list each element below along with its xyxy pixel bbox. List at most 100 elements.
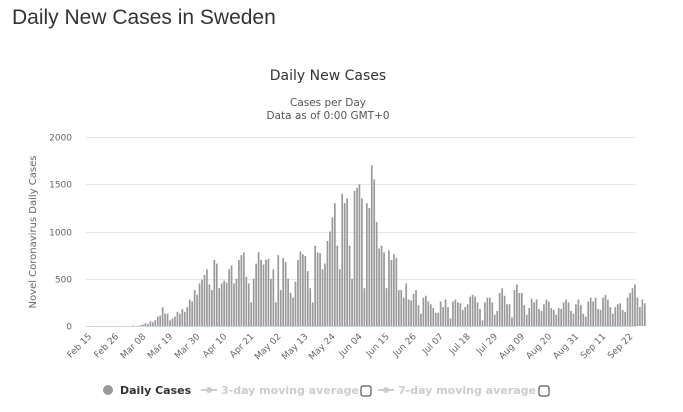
bar[interactable] bbox=[265, 259, 267, 326]
bar[interactable] bbox=[621, 309, 624, 326]
bar[interactable] bbox=[196, 294, 198, 326]
bar[interactable] bbox=[513, 290, 516, 326]
bar[interactable] bbox=[159, 315, 162, 326]
bar[interactable] bbox=[161, 307, 164, 326]
bar[interactable] bbox=[567, 302, 570, 327]
bar[interactable] bbox=[602, 297, 604, 326]
bar[interactable] bbox=[292, 297, 294, 326]
bar[interactable] bbox=[186, 307, 189, 326]
legend-item-daily-cases[interactable]: Daily Cases bbox=[103, 384, 192, 397]
bar[interactable] bbox=[299, 251, 302, 326]
bar[interactable] bbox=[407, 299, 410, 326]
bar[interactable] bbox=[412, 293, 415, 326]
bar[interactable] bbox=[277, 255, 280, 327]
bar[interactable] bbox=[493, 314, 496, 326]
bar[interactable] bbox=[427, 301, 430, 326]
bar[interactable] bbox=[393, 254, 395, 326]
bar[interactable] bbox=[174, 316, 176, 326]
bar[interactable] bbox=[562, 302, 565, 327]
bar[interactable] bbox=[240, 255, 243, 327]
bar[interactable] bbox=[302, 254, 304, 326]
bar[interactable] bbox=[607, 299, 609, 326]
checkbox-3day[interactable] bbox=[360, 385, 372, 397]
bar[interactable] bbox=[461, 309, 464, 326]
bar[interactable] bbox=[476, 302, 479, 327]
bar[interactable] bbox=[151, 322, 154, 326]
bar[interactable] bbox=[501, 288, 503, 326]
bar[interactable] bbox=[589, 297, 592, 326]
bar[interactable] bbox=[557, 308, 560, 326]
bar[interactable] bbox=[314, 245, 317, 326]
bar[interactable] bbox=[592, 301, 594, 326]
bar[interactable] bbox=[356, 188, 358, 326]
bar[interactable] bbox=[395, 257, 398, 326]
bar[interactable] bbox=[582, 313, 585, 326]
bar[interactable] bbox=[594, 297, 597, 326]
bar[interactable] bbox=[385, 288, 388, 326]
bar[interactable] bbox=[363, 288, 366, 326]
bar[interactable] bbox=[405, 283, 408, 326]
checkbox-7day[interactable] bbox=[538, 385, 550, 397]
bar[interactable] bbox=[171, 318, 174, 326]
bar[interactable] bbox=[422, 297, 425, 326]
bar[interactable] bbox=[417, 305, 420, 326]
bar[interactable] bbox=[481, 320, 484, 326]
bar[interactable] bbox=[176, 311, 179, 326]
bar[interactable] bbox=[368, 207, 371, 327]
bar[interactable] bbox=[459, 303, 462, 326]
bar[interactable] bbox=[343, 203, 346, 326]
legend-item-3day-average[interactable]: 3-day moving average bbox=[201, 384, 372, 397]
bar[interactable] bbox=[262, 264, 265, 326]
bar[interactable] bbox=[198, 283, 201, 326]
bar[interactable] bbox=[587, 301, 590, 326]
bar[interactable] bbox=[565, 299, 567, 326]
bar[interactable] bbox=[469, 296, 471, 326]
bar[interactable] bbox=[535, 299, 538, 326]
bar[interactable] bbox=[580, 305, 582, 326]
bar[interactable] bbox=[454, 299, 457, 326]
bar[interactable] bbox=[361, 198, 363, 326]
bar[interactable] bbox=[383, 252, 385, 326]
bar[interactable] bbox=[215, 263, 218, 326]
bar[interactable] bbox=[437, 312, 440, 326]
bar[interactable] bbox=[211, 290, 213, 326]
bar[interactable] bbox=[397, 290, 400, 326]
bar[interactable] bbox=[420, 313, 422, 326]
bar[interactable] bbox=[508, 304, 511, 326]
bar[interactable] bbox=[452, 301, 454, 326]
bar[interactable] bbox=[149, 321, 152, 326]
bar[interactable] bbox=[166, 313, 169, 326]
bar[interactable] bbox=[466, 304, 469, 326]
bar[interactable] bbox=[331, 217, 334, 326]
bar[interactable] bbox=[390, 259, 393, 326]
bar[interactable] bbox=[619, 303, 622, 326]
bar[interactable] bbox=[434, 312, 437, 326]
bar[interactable] bbox=[316, 252, 319, 326]
bar[interactable] bbox=[378, 248, 380, 326]
bar[interactable] bbox=[358, 184, 361, 326]
bar[interactable] bbox=[370, 165, 373, 326]
bar[interactable] bbox=[447, 307, 449, 326]
bar[interactable] bbox=[511, 317, 513, 327]
bar[interactable] bbox=[449, 318, 452, 326]
bar[interactable] bbox=[218, 288, 221, 326]
bar[interactable] bbox=[156, 316, 159, 326]
bar[interactable] bbox=[348, 245, 351, 326]
bar[interactable] bbox=[230, 265, 233, 326]
bar[interactable] bbox=[346, 198, 348, 326]
bar[interactable] bbox=[373, 179, 376, 326]
bar[interactable] bbox=[326, 240, 329, 326]
bar[interactable] bbox=[641, 299, 644, 326]
bar[interactable] bbox=[533, 302, 535, 327]
bar[interactable] bbox=[410, 300, 412, 326]
bar[interactable] bbox=[247, 283, 250, 326]
bar[interactable] bbox=[523, 305, 526, 326]
bar[interactable] bbox=[575, 304, 577, 326]
bar[interactable] bbox=[614, 307, 617, 326]
bar[interactable] bbox=[238, 259, 240, 326]
bar[interactable] bbox=[464, 307, 467, 326]
bar[interactable] bbox=[484, 302, 486, 327]
bar[interactable] bbox=[442, 307, 444, 326]
bar[interactable] bbox=[488, 297, 491, 326]
bar[interactable] bbox=[164, 313, 166, 326]
